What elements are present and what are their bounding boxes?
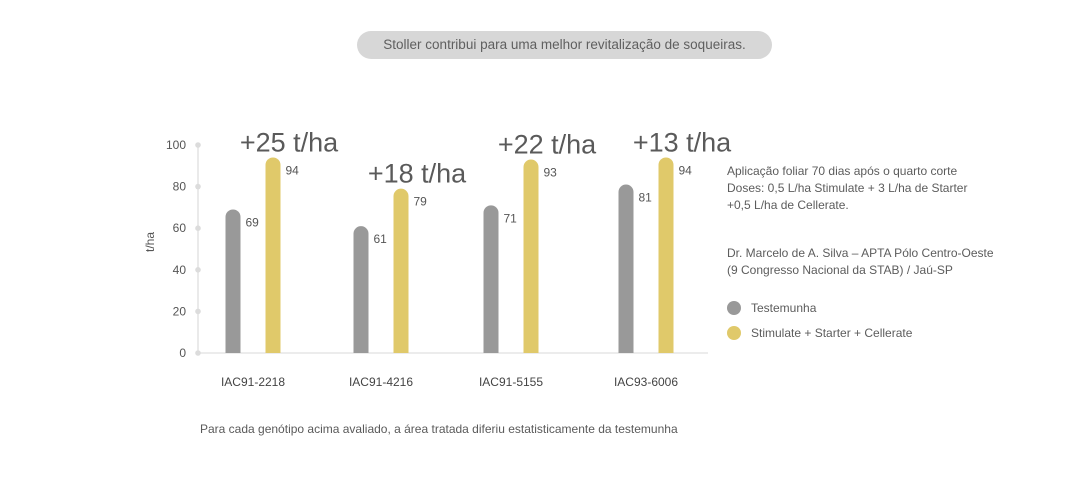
application-note-line: +0,5 L/ha de Cellerate. (727, 198, 849, 212)
application-note-line: Doses: 0,5 L/ha Stimulate + 3 L/ha de St… (727, 181, 968, 195)
y-tick-dot (195, 142, 201, 148)
x-category-label: IAC91-2218 (221, 375, 285, 389)
y-tick-label: 100 (166, 138, 186, 152)
bar (658, 157, 674, 353)
y-tick-dot (195, 350, 201, 356)
bar-value-label: 61 (374, 232, 388, 246)
bar-base (353, 345, 369, 353)
bar-value-label: 69 (246, 215, 260, 229)
legend-swatch (727, 301, 741, 315)
y-tick-label: 80 (173, 180, 187, 194)
legend-swatch (727, 326, 741, 340)
bar (225, 209, 241, 353)
bar-base (618, 345, 634, 353)
y-tick-label: 20 (173, 304, 187, 318)
bar-value-label: 71 (504, 211, 518, 225)
footnote: Para cada genótipo acima avaliado, a áre… (200, 422, 678, 436)
y-tick-dot (195, 308, 201, 315)
legend-label: Testemunha (751, 301, 817, 315)
headline-banner: Stoller contribui para uma melhor revita… (357, 31, 772, 59)
bar-value-label: 79 (414, 195, 428, 209)
source-note-line: Dr. Marcelo de A. Silva – APTA Pólo Cent… (727, 246, 994, 260)
x-category-label: IAC93-6006 (614, 375, 678, 389)
bar-base (393, 345, 409, 353)
x-category-label: IAC91-4216 (349, 375, 413, 389)
application-notes: Aplicação foliar 70 dias após o quarto c… (727, 163, 967, 214)
y-tick-dot (195, 183, 201, 190)
bar-value-label: 81 (639, 191, 653, 205)
x-category-label: IAC91-5155 (479, 375, 543, 389)
bar-value-label: 93 (544, 166, 558, 180)
source-note-line: (9 Congresso Nacional da STAB) / Jaú-SP (727, 263, 953, 277)
bar-value-label: 94 (286, 163, 300, 177)
gain-annotation: +22 t/ha (498, 130, 597, 160)
headline-text: Stoller contribui para uma melhor revita… (383, 37, 746, 52)
gain-annotation: +13 t/ha (633, 127, 732, 157)
bar (393, 188, 409, 353)
bar-base (483, 345, 499, 353)
bar (523, 159, 539, 353)
y-tick-label: 60 (173, 221, 187, 235)
y-tick-label: 0 (179, 346, 186, 360)
bar (265, 157, 281, 353)
bar-base (265, 345, 281, 353)
bar-base (225, 345, 241, 353)
bar (353, 226, 369, 353)
bar-base (658, 345, 674, 353)
y-axis-label: t/ha (143, 232, 157, 252)
bar (618, 184, 634, 353)
source-notes: Dr. Marcelo de A. Silva – APTA Pólo Cent… (727, 245, 994, 279)
gain-annotation: +25 t/ha (240, 127, 339, 157)
bar (483, 205, 499, 353)
gain-annotation: +18 t/ha (368, 159, 467, 189)
y-tick-dot (195, 267, 201, 273)
legend-item-treatment: Stimulate + Starter + Cellerate (727, 326, 912, 340)
legend-item-testemunha: Testemunha (727, 301, 816, 315)
bar-value-label: 94 (679, 163, 693, 177)
application-note-line: Aplicação foliar 70 dias após o quarto c… (727, 164, 958, 178)
y-tick-dot (195, 225, 201, 231)
bar-base (523, 345, 539, 353)
legend-label: Stimulate + Starter + Cellerate (751, 326, 913, 340)
y-tick-label: 40 (173, 263, 187, 277)
